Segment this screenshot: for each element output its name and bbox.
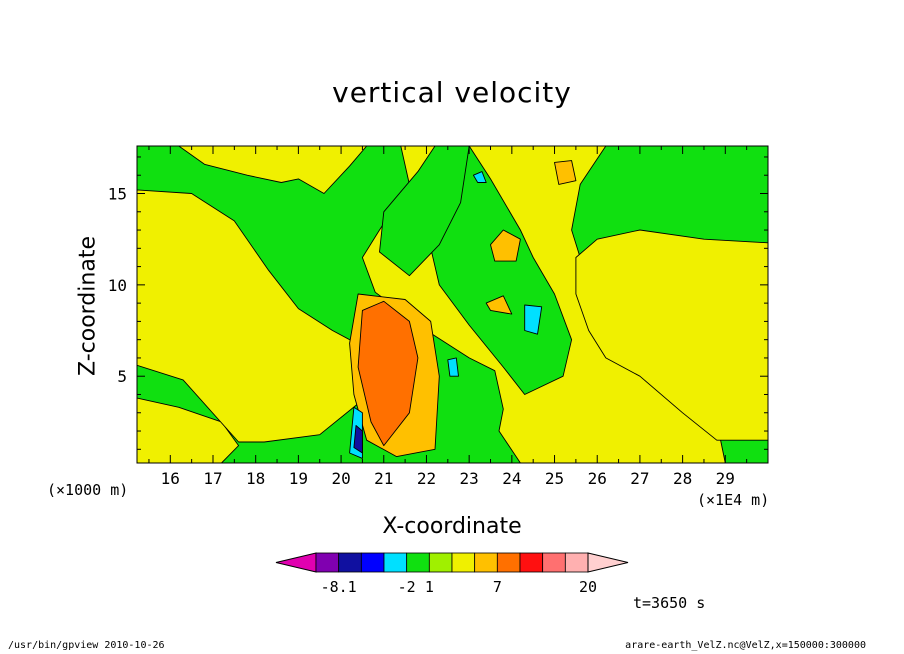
colorbar-segment-10 [542, 552, 566, 573]
x-tick-label-24: 24 [502, 469, 521, 488]
y-tick-label-15: 15 [108, 185, 127, 204]
x-axis-label: X-coordinate [382, 514, 522, 539]
contour-region-yellow-6 [575, 229, 768, 441]
contour-region-yellow-0 [137, 397, 240, 463]
colorbar-segment-7 [474, 552, 498, 573]
colorbar-segment-11 [564, 552, 589, 573]
colorbar-segment-0 [315, 552, 340, 573]
colorbar-segment-2 [360, 552, 385, 573]
x-tick-label-18: 18 [246, 469, 265, 488]
x-tick-label-20: 20 [331, 469, 350, 488]
x-unit-label: (×1E4 m) [697, 491, 770, 509]
colorbar-arrow-low [275, 552, 317, 573]
x-tick-label-26: 26 [588, 469, 607, 488]
contour-region-cyan-15 [472, 171, 487, 183]
colorbar: -8.1 -2 1 7 20 [275, 552, 629, 596]
x-tick-label-23: 23 [460, 469, 479, 488]
colorbar-tick-label-0: -8.1 [321, 578, 357, 596]
colorbar-segment-4 [406, 552, 430, 573]
x-tick-label-22: 22 [417, 469, 436, 488]
x-tick-label-21: 21 [374, 469, 393, 488]
time-label: t=3650 s [633, 594, 706, 612]
colorbar-tick-label-3: 7 [493, 578, 502, 596]
colorbar-segment-6 [451, 552, 476, 573]
colorbar-segment-5 [428, 552, 453, 573]
x-tick-label-25: 25 [545, 469, 564, 488]
plot-frame [136, 145, 769, 464]
colorbar-segment-9 [519, 552, 544, 573]
contour-region-cyan-14 [524, 304, 543, 335]
chart-title: vertical velocity [332, 76, 572, 109]
colorbar-tick-label-2: 1 [425, 578, 434, 596]
colorbar-segment-8 [496, 552, 521, 573]
contour-region-orange-7 [490, 229, 521, 262]
x-tick-label-17: 17 [203, 469, 222, 488]
footer-program-date: /usr/bin/gpview 2010-10-26 [8, 640, 165, 651]
contour-region-green-5 [379, 146, 470, 277]
colorbar-tick-label-1: -2 [398, 578, 416, 596]
y-tick-label-5: 5 [117, 367, 127, 386]
colorbar-arrow-high [587, 552, 629, 573]
x-tick-label-29: 29 [716, 469, 735, 488]
contour-region-orange-9 [554, 160, 577, 185]
contour-region-yellow-2 [178, 146, 368, 194]
x-tick-label-16: 16 [161, 469, 180, 488]
contour-region-blue-13 [353, 425, 363, 454]
z-unit-label: (×1000 m) [47, 481, 129, 499]
colorbar-segment-3 [383, 552, 408, 573]
axis-ticks: 16 17 18 19 20 21 22 23 24 25 26 27 28 29 5 10 15 [108, 146, 768, 488]
x-tick-label-28: 28 [673, 469, 692, 488]
contour-region-cyan-16 [447, 357, 459, 377]
footer-source-file: arare-earth_VelZ.nc@VelZ,x=150000:300000 [625, 640, 866, 651]
colorbar-segment-1 [338, 552, 362, 573]
y-tick-label-10: 10 [108, 276, 127, 295]
contour-fields [137, 146, 768, 463]
contour-region-dark-orange-11 [357, 300, 419, 447]
colorbar-tick-label-4: 20 [579, 578, 597, 596]
x-tick-label-19: 19 [289, 469, 308, 488]
y-axis-label: Z-coordinate [75, 236, 101, 376]
contour-region-orange-8 [485, 295, 513, 315]
x-tick-label-27: 27 [630, 469, 649, 488]
